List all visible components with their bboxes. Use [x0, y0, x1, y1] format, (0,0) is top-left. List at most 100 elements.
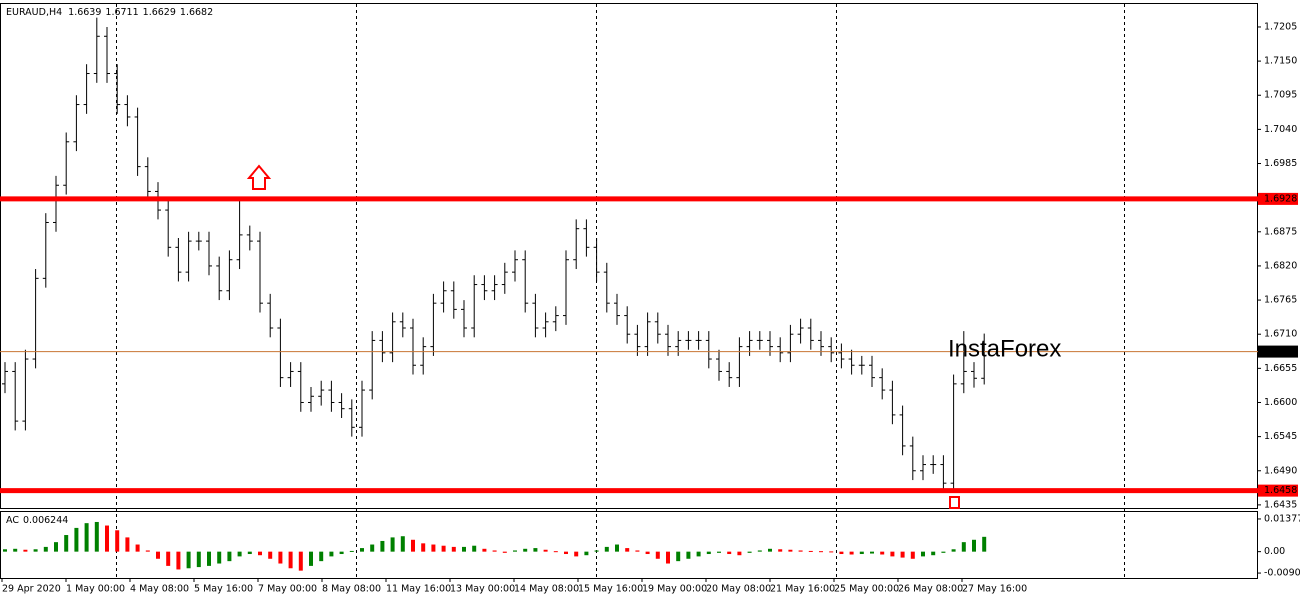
ac-bar	[635, 550, 640, 552]
y-tick-label: 1.6710	[1264, 329, 1297, 340]
ac-bar	[13, 548, 18, 552]
ac-bar	[737, 551, 742, 556]
ac-bar	[666, 551, 670, 564]
indicator-header: AC 0.006244	[6, 515, 68, 526]
ac-bar	[135, 544, 140, 552]
ac-bar	[54, 542, 58, 552]
ac-bar	[115, 530, 120, 552]
ac-bar	[574, 551, 579, 557]
x-tick-label: 1 May 00:00	[66, 584, 125, 595]
ac-bar	[615, 544, 619, 552]
last-high: 1.6711	[105, 7, 138, 18]
ac-bar	[268, 551, 273, 559]
indicator-value: 0.006244	[23, 515, 68, 526]
ac-bar	[839, 551, 844, 555]
x-tick-label: 11 May 16:00	[386, 584, 451, 595]
y-tick-label: 1.6655	[1264, 363, 1297, 374]
level-label: 1.6458	[1264, 485, 1297, 496]
ac-bar	[676, 551, 681, 562]
watermark: InstaForex	[948, 335, 1061, 362]
ac-bar	[961, 542, 966, 552]
ac-bar	[94, 521, 99, 552]
y-tick-label: 1.7150	[1264, 56, 1297, 67]
ac-bar	[727, 551, 732, 555]
ac-bar	[288, 551, 293, 569]
y-tick-label: 1.6490	[1264, 465, 1297, 476]
indicator-name: AC	[6, 515, 19, 526]
ac-bar	[349, 550, 354, 552]
ac-bar	[686, 551, 691, 559]
ac-bar	[462, 546, 466, 552]
ac-bar	[931, 551, 936, 556]
ac-bar	[370, 544, 375, 552]
ac-bar	[64, 535, 69, 552]
ac-bar	[768, 548, 772, 552]
ac-bar	[237, 551, 242, 557]
ac-bar	[390, 537, 395, 552]
ac-bar	[625, 548, 630, 552]
ac-bar	[166, 551, 171, 566]
ac-bar	[655, 551, 660, 559]
x-tick-label: 25 May 00:00	[834, 584, 899, 595]
x-tick-label: 19 May 00:00	[642, 584, 707, 595]
y-tick-label: 1.7205	[1264, 21, 1297, 32]
ac-bar	[156, 551, 160, 559]
ac-bar	[553, 551, 558, 553]
ac-bar	[186, 551, 191, 569]
ac-bar	[258, 551, 262, 556]
y-tick-label: -0.00902	[1264, 568, 1300, 579]
y-tick-label: 0.01377	[1264, 513, 1300, 524]
x-tick-label: 21 May 16:00	[770, 584, 835, 595]
ac-bar	[819, 551, 823, 553]
ac-bar	[207, 551, 211, 566]
ac-bar	[319, 551, 324, 562]
ac-bar	[380, 540, 385, 552]
last-open: 1.6639	[68, 7, 101, 18]
y-tick-label: 1.6435	[1264, 499, 1297, 510]
ac-bar	[441, 545, 446, 552]
x-tick-label: 29 Apr 2020	[2, 584, 61, 595]
ac-bar	[798, 550, 803, 552]
x-tick-label: 14 May 08:00	[514, 584, 579, 595]
last-low: 1.6629	[143, 7, 176, 18]
x-tick-label: 27 May 16:00	[962, 584, 1027, 595]
ac-bar	[859, 551, 864, 555]
x-tick-label: 13 May 00:00	[450, 584, 515, 595]
y-tick-label: 1.7040	[1264, 124, 1297, 135]
ac-bar	[145, 550, 150, 552]
ac-bar	[472, 545, 477, 552]
x-tick-label: 5 May 16:00	[194, 584, 253, 595]
ac-bar	[533, 548, 538, 552]
level-label: 1.6928	[1264, 193, 1297, 204]
ac-bar	[880, 551, 885, 555]
x-tick-label: 4 May 08:00	[130, 584, 189, 595]
marker	[949, 496, 960, 509]
ac-bar	[788, 549, 793, 552]
ac-bar	[431, 544, 436, 552]
x-tick-label: 20 May 08:00	[706, 584, 771, 595]
header: EURAUD,H4 1.6639 1.6711 1.6629 1.6682	[6, 7, 213, 18]
level-label-box	[1258, 484, 1298, 497]
ac-bar	[411, 539, 415, 552]
y-tick-label: 1.6875	[1264, 226, 1297, 237]
ac-bar	[849, 551, 854, 555]
ac-bar	[125, 537, 130, 552]
ac-bar	[696, 551, 701, 557]
x-tick-label: 7 May 00:00	[258, 584, 317, 595]
y-tick-label: 0.00	[1264, 546, 1285, 557]
ac-bar	[706, 551, 711, 555]
ac-bar	[513, 550, 517, 552]
ac-bar	[43, 546, 48, 552]
ac-bar	[900, 551, 905, 558]
ac-bar	[492, 550, 497, 552]
last-price-box	[1258, 345, 1298, 358]
ac-bar	[564, 551, 568, 555]
x-tick-label: 26 May 08:00	[898, 584, 963, 595]
ac-bar	[921, 551, 925, 557]
ac-bar	[74, 527, 79, 552]
ac-bar	[196, 551, 201, 568]
ac-bar	[421, 543, 426, 552]
ac-bar	[329, 551, 334, 557]
ac-bar	[778, 549, 783, 552]
ac-bar	[717, 551, 721, 553]
